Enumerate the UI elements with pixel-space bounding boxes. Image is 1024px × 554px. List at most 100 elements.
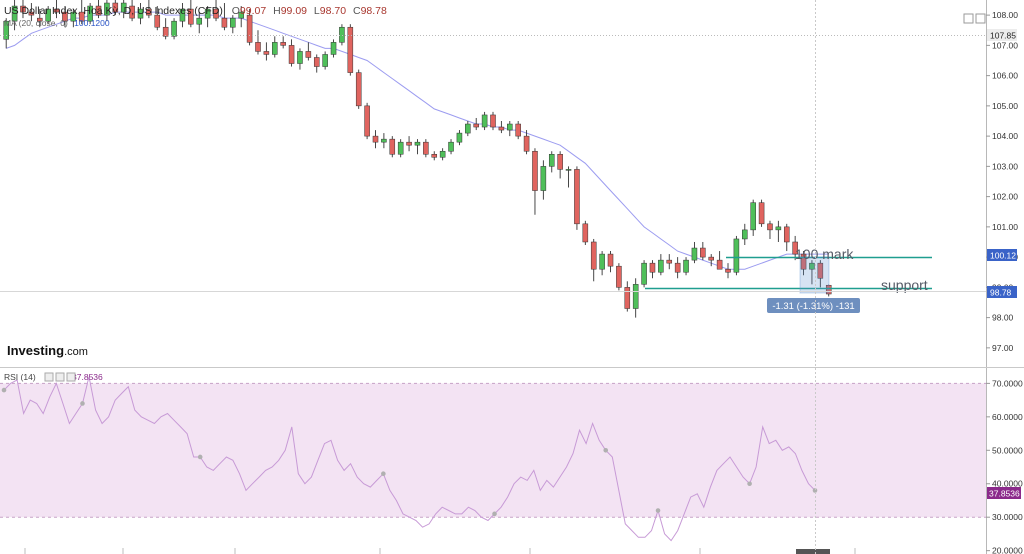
candle bbox=[548, 151, 555, 173]
candle-body bbox=[523, 135, 530, 152]
rsi-tick-label: 70.0000 bbox=[992, 378, 1023, 388]
rsi-tick-label: 30.0000 bbox=[992, 512, 1023, 522]
rsi-point bbox=[381, 471, 386, 477]
candle bbox=[800, 251, 807, 276]
candle-body bbox=[775, 226, 782, 231]
rsi-close-icon[interactable] bbox=[66, 372, 76, 382]
candle bbox=[381, 133, 387, 149]
candle-body bbox=[532, 150, 538, 191]
time-cursor-marker bbox=[796, 549, 830, 554]
candle-body bbox=[414, 141, 421, 146]
rsi-hide-icon[interactable] bbox=[55, 372, 65, 382]
rsi-settings-icon[interactable] bbox=[44, 372, 54, 382]
candle bbox=[666, 254, 673, 270]
ma-legend-label: MA (20, close, 0) bbox=[4, 18, 68, 28]
candle bbox=[632, 278, 639, 318]
rsi-point bbox=[492, 511, 497, 517]
measure-box[interactable] bbox=[799, 256, 830, 294]
price-tick-label: 106.00 bbox=[992, 71, 1018, 81]
candle bbox=[397, 139, 404, 158]
candle bbox=[590, 238, 597, 282]
candle bbox=[423, 139, 429, 158]
candle bbox=[288, 39, 295, 67]
rsi-legend: RSI (14) 37.8536 bbox=[4, 372, 103, 382]
candle bbox=[775, 220, 782, 242]
candle-layer bbox=[3, 0, 832, 318]
rsi-point bbox=[603, 447, 609, 453]
candle bbox=[230, 15, 236, 34]
candle bbox=[599, 251, 605, 276]
candle bbox=[313, 54, 320, 73]
candle-body bbox=[498, 126, 505, 131]
candle-body bbox=[171, 20, 177, 37]
price-badge-top: 107.85 bbox=[990, 31, 1016, 41]
candle-body bbox=[179, 8, 186, 22]
candle bbox=[389, 136, 396, 158]
pane-close-icon[interactable] bbox=[975, 13, 986, 24]
candle bbox=[154, 6, 161, 31]
candle bbox=[330, 39, 337, 58]
candle bbox=[3, 18, 9, 49]
candle bbox=[62, 6, 68, 28]
candle-body bbox=[590, 241, 597, 270]
candle-body bbox=[515, 123, 521, 137]
candle bbox=[196, 12, 203, 34]
candle bbox=[179, 3, 186, 28]
candle-body bbox=[3, 20, 9, 40]
pane-controls[interactable] bbox=[963, 13, 986, 24]
candle bbox=[825, 284, 832, 297]
price-badge-last: 98.78 bbox=[990, 288, 1012, 298]
candle-body bbox=[809, 262, 815, 270]
candle bbox=[364, 102, 370, 140]
candle bbox=[87, 3, 93, 25]
candle bbox=[750, 199, 756, 236]
price-tick-label: 105.00 bbox=[992, 101, 1018, 111]
candle bbox=[129, 0, 135, 22]
price-tick-label: 98.00 bbox=[992, 313, 1014, 323]
candle-body bbox=[616, 265, 622, 288]
low-label: L bbox=[314, 5, 320, 17]
rsi-axis: 20.0000 30.0000 40.0000 50.0000 60.0000 70.00… bbox=[986, 378, 1023, 554]
candle-body bbox=[389, 138, 396, 155]
candle bbox=[45, 6, 51, 25]
rsi-point bbox=[80, 401, 85, 406]
rsi-band-layer bbox=[0, 382, 986, 518]
candle-body bbox=[800, 253, 807, 270]
candle bbox=[414, 139, 421, 155]
candle-body bbox=[456, 132, 463, 143]
time-axis-ticks bbox=[24, 548, 856, 554]
rsi-tick-label: 50.0000 bbox=[992, 445, 1023, 455]
rsi-badge: 37.8536 bbox=[989, 489, 1020, 499]
candle bbox=[565, 166, 572, 188]
pane-restore-icon[interactable] bbox=[963, 13, 974, 24]
candle-body bbox=[557, 154, 563, 170]
rsi-legend-controls[interactable] bbox=[44, 372, 76, 382]
candle bbox=[20, 0, 26, 19]
candle-body bbox=[490, 114, 496, 128]
candle-body bbox=[431, 154, 438, 158]
candle-body bbox=[691, 247, 698, 261]
candle bbox=[649, 260, 656, 279]
rsi-legend-value: 37.8536 bbox=[72, 372, 103, 382]
candle-body bbox=[255, 42, 261, 52]
candle bbox=[465, 120, 471, 137]
candle-body bbox=[607, 253, 614, 267]
candle bbox=[355, 69, 362, 109]
candle bbox=[280, 36, 286, 49]
candle-body bbox=[305, 51, 312, 58]
price-tick-label: 102.00 bbox=[992, 192, 1018, 202]
candle bbox=[78, 0, 85, 25]
candle-body bbox=[204, 8, 211, 19]
candle-body bbox=[78, 11, 85, 22]
candle bbox=[146, 0, 152, 19]
rsi-point bbox=[655, 508, 661, 513]
candle bbox=[112, 0, 119, 16]
candle-body bbox=[599, 253, 605, 270]
support-label: support bbox=[881, 277, 928, 293]
candle bbox=[263, 42, 270, 61]
candle bbox=[616, 263, 622, 291]
measure-label-bg bbox=[767, 298, 860, 313]
close-label: C bbox=[353, 5, 361, 17]
candle-body bbox=[129, 5, 135, 19]
